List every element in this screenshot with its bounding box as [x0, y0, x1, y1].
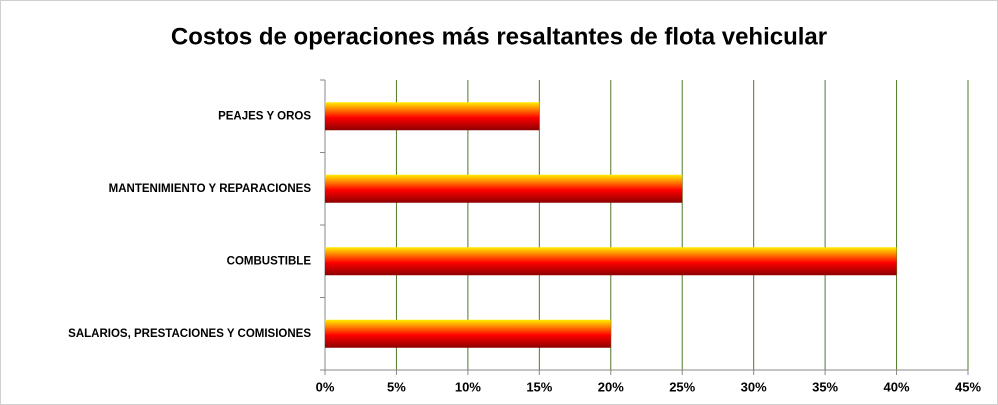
x-tick-label: 40%: [884, 379, 910, 394]
x-tick-label: 45%: [955, 379, 981, 394]
x-tick-label: 5%: [387, 379, 406, 394]
y-tick-label: MANTENIMIENTO Y REPARACIONES: [109, 183, 312, 195]
x-tick-label: 0%: [316, 379, 335, 394]
x-tick-label: 20%: [598, 379, 624, 394]
x-tick-label: 35%: [812, 379, 838, 394]
x-tick-label: 10%: [455, 379, 481, 394]
x-tick-label: 25%: [669, 379, 695, 394]
bar: [325, 247, 897, 276]
bar: [325, 174, 683, 203]
bar: [325, 102, 540, 131]
y-tick-label: COMBUSTIBLE: [227, 255, 312, 267]
y-tick-label: SALARIOS, PRESTACIONES Y COMISIONES: [68, 328, 311, 340]
bar: [325, 319, 611, 348]
x-tick-label: 30%: [741, 379, 767, 394]
chart-title: Costos de operaciones más resaltantes de…: [171, 23, 827, 50]
y-tick-label: PEAJES Y OROS: [218, 110, 311, 122]
x-tick-label: 15%: [526, 379, 552, 394]
